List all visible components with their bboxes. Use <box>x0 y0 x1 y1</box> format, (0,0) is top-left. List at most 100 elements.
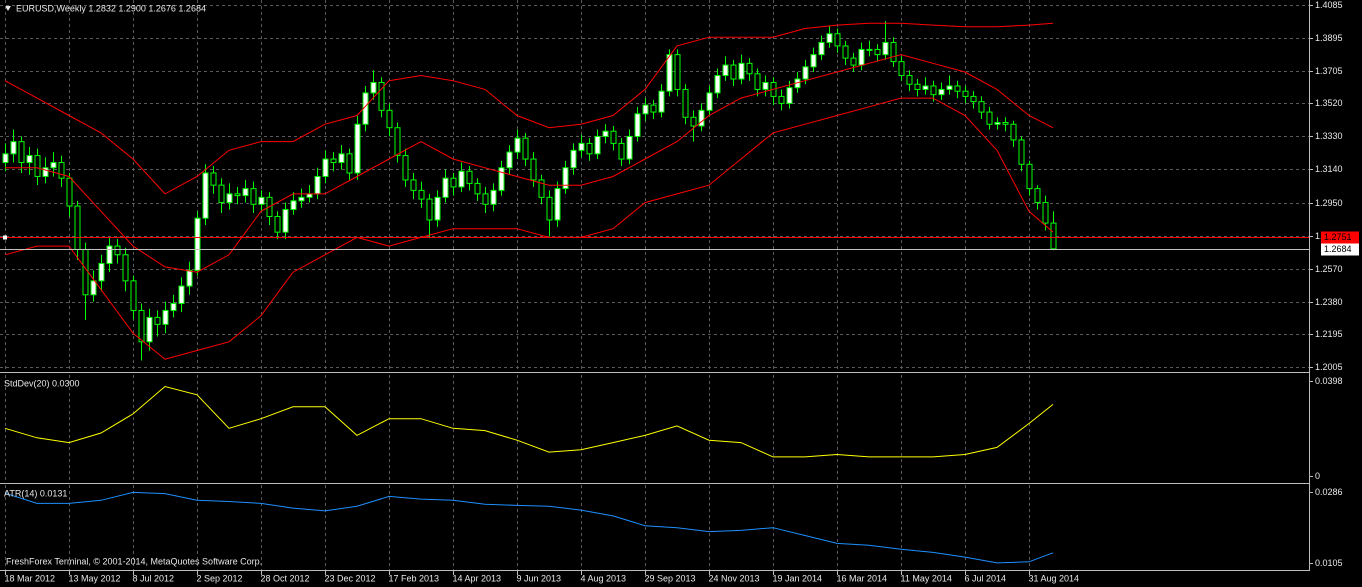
candle-body <box>346 153 353 174</box>
candle-body <box>450 177 457 188</box>
candle-body <box>906 75 913 85</box>
candle-body <box>650 104 657 113</box>
candle-body <box>66 177 73 207</box>
candle-body <box>114 245 121 256</box>
candle-body <box>410 179 417 191</box>
candle-body <box>522 137 529 160</box>
candle-body <box>482 193 489 205</box>
candle-body <box>42 167 49 177</box>
candle-body <box>938 88 945 96</box>
candle-body <box>58 162 65 179</box>
x-tick-label: 31 Aug 2014 <box>1029 573 1080 583</box>
candle-body <box>514 137 521 153</box>
candle-body <box>778 95 785 104</box>
bid-label-box <box>1321 243 1359 256</box>
candle-body <box>10 141 17 155</box>
candle-body <box>130 280 137 311</box>
candle-body <box>218 184 225 204</box>
candle-body <box>850 57 857 66</box>
candle-body <box>82 249 89 296</box>
candle-body <box>378 81 385 111</box>
y-tick-label: 1.2950 <box>1315 198 1343 208</box>
y-tick-label: 0.0105 <box>1315 558 1343 568</box>
candle-body <box>34 155 41 177</box>
candle-body <box>426 198 433 221</box>
candle-body <box>562 167 569 190</box>
candle-body <box>722 64 729 77</box>
candle-body <box>946 85 953 90</box>
candle-body <box>394 127 401 157</box>
candle-body <box>402 155 409 181</box>
candle-body <box>802 66 809 80</box>
bid-label: 1.2684 <box>1324 244 1352 254</box>
candle-body <box>314 175 321 195</box>
x-tick-label: 13 May 2012 <box>69 573 121 583</box>
candle-body <box>122 254 129 282</box>
candle-body <box>954 85 961 92</box>
candle-body <box>250 188 257 205</box>
candle-body <box>1026 163 1033 190</box>
candle-body <box>826 33 833 43</box>
candle-body <box>738 62 745 80</box>
x-tick-label: 9 Jun 2013 <box>517 573 562 583</box>
y-tick-label: 0 <box>1315 471 1320 481</box>
candle-body <box>882 41 889 56</box>
candle-body <box>330 158 337 164</box>
y-tick-label: 1.2195 <box>1315 329 1343 339</box>
candle-body <box>322 158 329 177</box>
x-tick-label: 29 Sep 2013 <box>645 573 696 583</box>
y-tick-label: 1.4085 <box>1315 0 1343 10</box>
candle-body <box>234 193 241 197</box>
candle-body <box>674 54 681 90</box>
candle-body <box>498 167 505 191</box>
candle-body <box>714 75 721 94</box>
y-tick-label: 0.0286 <box>1315 487 1343 497</box>
candle-body <box>810 54 817 68</box>
candle-body <box>98 262 105 282</box>
candle-body <box>274 215 281 233</box>
candle-body <box>658 90 665 113</box>
candle-body <box>106 245 113 264</box>
candle-body <box>74 205 81 251</box>
candle-body <box>618 142 625 160</box>
candle-body <box>602 130 609 137</box>
y-tick-label: 1.2570 <box>1315 264 1343 274</box>
y-tick-label: 1.3520 <box>1315 98 1343 108</box>
candle-body <box>866 48 873 51</box>
candle-body <box>690 116 697 127</box>
candle-body <box>610 130 617 144</box>
x-tick-label: 18 Mar 2012 <box>5 573 56 583</box>
chart-title: EURUSD,Weekly 1.2832 1.2900 1.2676 1.268… <box>16 3 206 13</box>
candle-body <box>570 149 577 169</box>
candle-body <box>786 87 793 104</box>
candle-body <box>258 196 265 205</box>
candle-body <box>138 309 145 343</box>
menu-triangle[interactable] <box>5 6 11 11</box>
indicator-line <box>4 385 1054 458</box>
candle-body <box>506 151 513 169</box>
candle-body <box>898 61 905 77</box>
candle-body <box>282 209 289 233</box>
candle-body <box>762 81 769 90</box>
candle-body <box>490 189 497 205</box>
candle-body <box>466 170 473 184</box>
candle-body <box>834 33 841 47</box>
indicator-line <box>4 97 1054 360</box>
candle-body <box>530 158 537 181</box>
candle-body <box>914 83 921 90</box>
candle-body <box>554 188 561 221</box>
x-tick-label: 11 May 2014 <box>901 573 952 583</box>
y-tick-label: 1.2380 <box>1315 297 1343 307</box>
candle-body <box>666 54 673 92</box>
candle-body <box>994 122 1001 125</box>
candle-body <box>290 200 297 211</box>
y-tick-label: 1.3140 <box>1315 164 1343 174</box>
candle-body <box>546 196 553 221</box>
candle-body <box>538 179 545 198</box>
candle-body <box>818 41 825 56</box>
candle-body <box>202 172 209 219</box>
candle-body <box>858 48 865 66</box>
